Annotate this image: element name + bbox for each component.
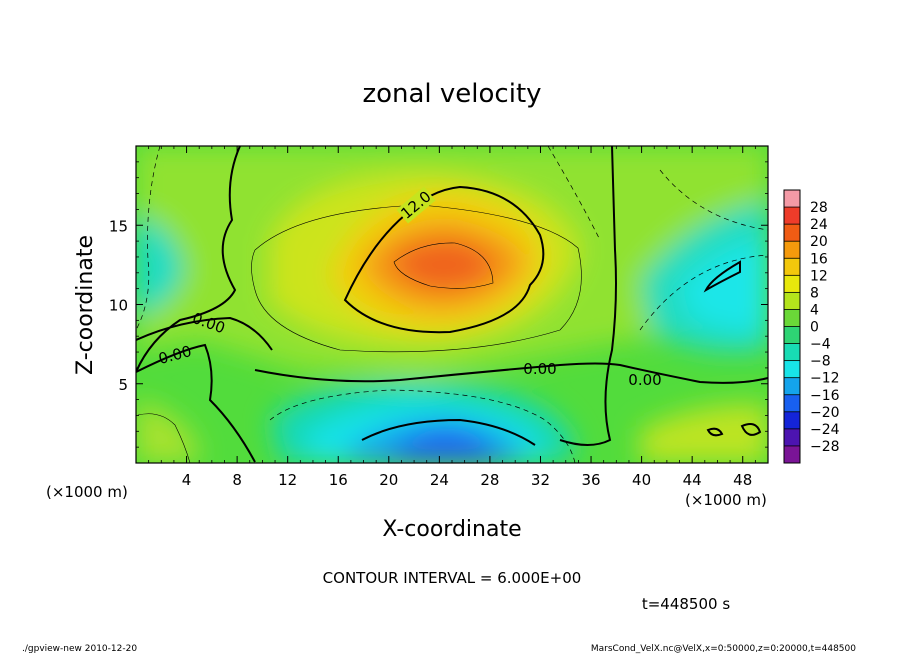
colorbar-label: −4 [810,337,831,353]
colorbar-label: 8 [810,285,819,301]
colorbar-label: −16 [810,388,840,404]
plot-area [136,146,768,463]
colorbar-swatch [784,241,800,259]
footer-right: MarsCond_VelX.nc@VelX,x=0:50000,z=0:2000… [591,644,856,654]
colorbar-label: 12 [810,268,828,284]
contour-interval-text: CONTOUR INTERVAL = 6.000E+00 [323,569,582,587]
x-tick-label: 32 [531,471,550,489]
x-tick-label: 20 [379,471,398,489]
colorbar-swatch [784,411,800,430]
colorbar-label: −12 [810,371,840,387]
x-unit-label-left: (×1000 m) [46,483,128,501]
footer-left: ./gpview-new 2010-12-20 [22,644,137,654]
colorbar-label: −8 [810,354,831,370]
colorbar-swatch [784,258,800,276]
x-tick-label: 12 [278,471,297,489]
colorbar-label: 16 [810,251,828,267]
colorbar-label: −20 [810,405,840,421]
y-axis-ticks: 5 10 15 [109,161,768,448]
colorbar-swatch [784,326,800,344]
contour-label-0-d: 0.00 [628,371,661,389]
x-tick-label: 44 [683,471,702,489]
x-tick-label: 40 [632,471,651,489]
colorbar-swatch [784,445,800,464]
colorbar-swatch [784,190,800,208]
y-tick-label: 5 [118,376,128,394]
x-tick-label: 24 [430,471,449,489]
y-tick-label: 15 [109,217,128,235]
colorbar-swatch [784,292,800,310]
colorbar-label: 20 [810,234,828,250]
y-axis-label: Z-coordinate [73,235,98,375]
colorbar-label: −24 [810,422,840,438]
contour-label-0-c: 0.00 [523,360,556,378]
colorbar-swatch [784,394,800,413]
x-tick-label: 36 [581,471,600,489]
colorbar-swatch [784,207,800,225]
colorbar-label: −28 [810,439,840,455]
colorbar-swatch [784,224,800,242]
x-tick-label: 48 [733,471,752,489]
x-unit-label-right: (×1000 m) [685,491,767,509]
colorbar-swatch [784,275,800,293]
colorbar-label: 24 [810,217,828,233]
colorbar-label: 4 [810,302,819,318]
colorbar-swatch [784,428,800,447]
x-tick-label: 8 [232,471,242,489]
x-tick-label: 4 [182,471,192,489]
colorbar-label: 28 [810,200,828,216]
x-tick-label: 16 [329,471,348,489]
colorbar-swatch [784,343,800,361]
chart-title: zonal velocity [362,79,541,109]
colorbar-swatch [784,377,800,396]
colorbar-swatch [784,360,800,378]
time-stamp: t=448500 s [642,595,730,613]
colorbar-label: 0 [810,320,819,336]
x-axis-label: X-coordinate [382,517,521,542]
x-tick-label: 28 [480,471,499,489]
x-axis-ticks: 4 8 12 16 20 24 28 32 36 40 44 48 [148,146,756,489]
y-tick-label: 10 [109,297,128,315]
colorbar-swatch [784,309,800,327]
